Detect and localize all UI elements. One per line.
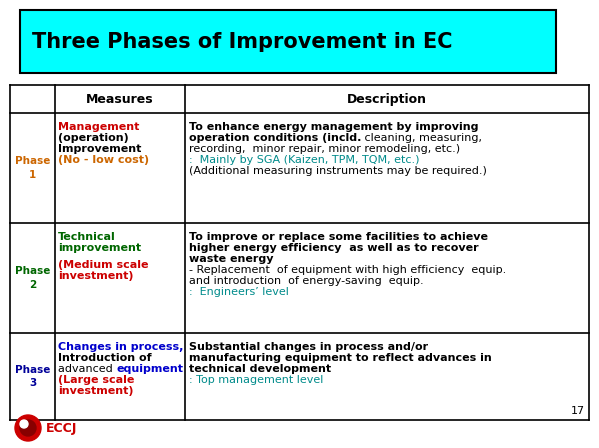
Text: (Additional measuring instruments may be required.): (Additional measuring instruments may be… [189,166,487,176]
Text: waste energy: waste energy [189,254,274,264]
Text: Technical: Technical [58,232,116,242]
Text: 17: 17 [571,406,585,416]
Text: Phase
1: Phase 1 [15,156,50,180]
Circle shape [20,420,28,428]
Text: higher energy efficiency  as well as to recover: higher energy efficiency as well as to r… [189,243,479,253]
Text: operation conditions (incld.: operation conditions (incld. [189,133,361,143]
Text: (No - low cost): (No - low cost) [58,155,149,165]
Text: cleaning, measuring,: cleaning, measuring, [361,133,482,143]
Text: advanced: advanced [58,364,116,374]
Text: Measures: Measures [86,92,154,105]
Circle shape [15,415,41,441]
Text: Changes in process,: Changes in process, [58,342,183,352]
Text: - Replacement  of equipment with high efficiency  equip.: - Replacement of equipment with high eff… [189,265,506,275]
Text: (Large scale: (Large scale [58,375,134,385]
Text: Introduction of: Introduction of [58,353,152,363]
Text: :  Engineers’ level: : Engineers’ level [189,287,289,297]
Text: Description: Description [347,92,427,105]
Text: (Medium scale: (Medium scale [58,259,149,270]
Text: Management: Management [58,122,140,132]
Text: ECCJ: ECCJ [46,422,77,435]
Text: Three Phases of Improvement in EC: Three Phases of Improvement in EC [32,31,452,52]
Text: investment): investment) [58,271,134,280]
Text: and introduction  of energy-saving  equip.: and introduction of energy-saving equip. [189,276,423,286]
Text: To improve or replace some facilities to achieve: To improve or replace some facilities to… [189,232,488,242]
Text: Phase
3: Phase 3 [15,365,50,388]
Text: Improvement: Improvement [58,144,141,154]
Text: recording,  minor repair, minor remodeling, etc.): recording, minor repair, minor remodelin… [189,144,460,154]
Text: equipment: equipment [116,364,183,374]
Text: improvement: improvement [58,243,141,253]
Text: manufacturing equipment to reflect advances in: manufacturing equipment to reflect advan… [189,353,492,363]
Text: :  Mainly by SGA (Kaizen, TPM, TQM, etc.): : Mainly by SGA (Kaizen, TPM, TQM, etc.) [189,155,419,165]
Text: : Top management level: : Top management level [189,375,323,385]
Circle shape [20,420,36,436]
Text: Phase
2: Phase 2 [15,267,50,289]
Text: Substantial changes in process and/or: Substantial changes in process and/or [189,342,428,352]
Text: To enhance energy management by improving: To enhance energy management by improvin… [189,122,479,132]
Text: investment): investment) [58,386,134,396]
Bar [20,10,556,73]
Text: (operation): (operation) [58,133,129,143]
Text: technical development: technical development [189,364,331,374]
